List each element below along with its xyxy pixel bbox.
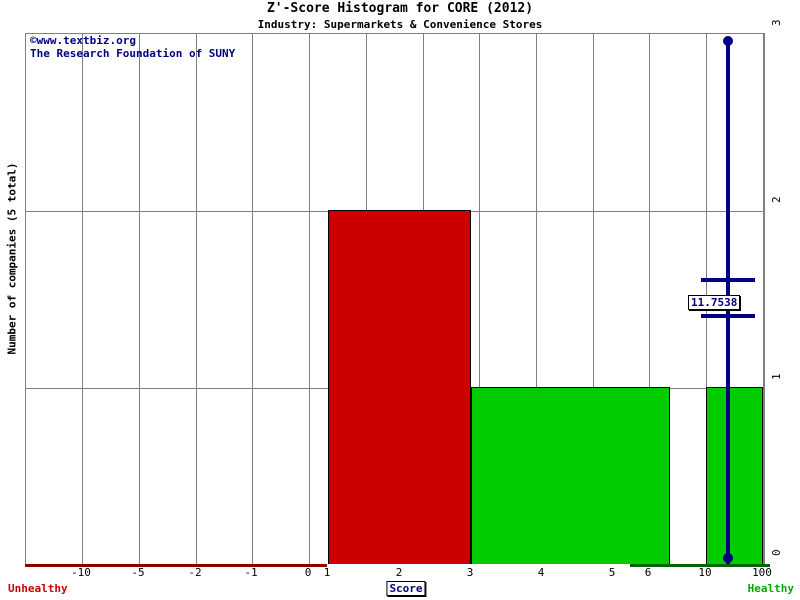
unhealthy-label: Unhealthy [8, 582, 68, 595]
score-marker-cap-upper [701, 278, 755, 282]
score-marker-label: 11.7538 [688, 295, 741, 310]
gridline-vertical [139, 34, 140, 564]
credit-text: ©www.textbiz.org The Research Foundation … [30, 34, 235, 60]
x-tick-label: -2 [188, 566, 202, 579]
histogram-bar [328, 210, 471, 564]
gridline-vertical [196, 34, 197, 564]
x-tick-label: -5 [131, 566, 145, 579]
x-tick-label: 6 [644, 566, 652, 579]
x-tick-label: 3 [466, 566, 474, 579]
gridline-vertical [479, 34, 480, 564]
histogram-bar [471, 387, 670, 564]
y-tick-right-0: 0 [770, 549, 783, 556]
x-tick-label: -10 [71, 566, 91, 579]
chart-subtitle: Industry: Supermarkets & Convenience Sto… [257, 18, 543, 31]
x-tick-label: 1 [323, 566, 331, 579]
gridline-vertical [309, 34, 310, 564]
histogram-bar [706, 387, 763, 564]
y-axis-title: Number of companies (5 total) [5, 162, 19, 355]
gridline-vertical [763, 34, 764, 564]
x-tick-label: -1 [244, 566, 258, 579]
plot-area [25, 33, 765, 564]
x-tick-label: 100 [752, 566, 772, 579]
chart-title: Z'-Score Histogram for CORE (2012) [266, 1, 534, 16]
score-marker-bottom-dot [723, 553, 733, 563]
score-marker-top-dot [723, 36, 733, 46]
credit-line-2: The Research Foundation of SUNY [30, 47, 236, 60]
baseline-unhealthy [25, 564, 327, 567]
y-tick-right-3: 3 [770, 19, 783, 26]
x-tick-label: 0 [304, 566, 312, 579]
x-axis-title: Score [386, 581, 426, 596]
healthy-label: Healthy [747, 582, 794, 595]
gridline-vertical [536, 34, 537, 564]
baseline-healthy [630, 564, 770, 567]
gridline-vertical [649, 34, 650, 564]
x-tick-label: 5 [608, 566, 616, 579]
x-tick-label: 10 [698, 566, 712, 579]
y-tick-right-1: 1 [770, 373, 783, 380]
x-tick-label: 2 [395, 566, 403, 579]
x-tick-label: 4 [537, 566, 545, 579]
gridline-vertical [252, 34, 253, 564]
credit-line-1: ©www.textbiz.org [30, 34, 136, 47]
score-marker-cap-lower [701, 314, 755, 318]
y-tick-right-2: 2 [770, 196, 783, 203]
gridline-vertical [593, 34, 594, 564]
gridline-vertical [82, 34, 83, 564]
